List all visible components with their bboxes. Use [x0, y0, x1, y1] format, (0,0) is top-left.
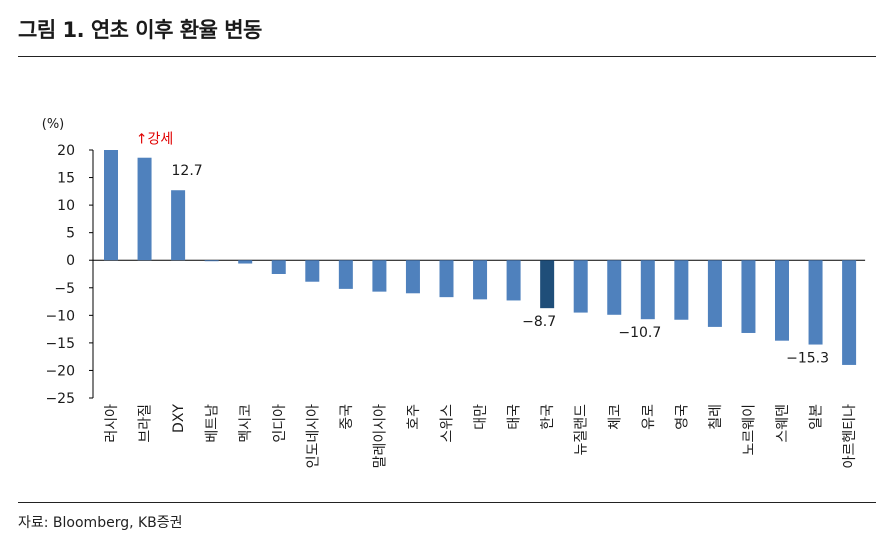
source-note: 자료: Bloomberg, KB증권	[18, 515, 183, 531]
category-label: 말레이시아	[372, 404, 388, 469]
y-tick-label: 10	[57, 198, 75, 214]
category-label: 체코	[607, 404, 623, 430]
category-label: 영국	[674, 404, 690, 430]
bar-16	[640, 260, 655, 320]
category-label: DXY	[171, 404, 187, 433]
strength-annotation: ↑강세	[136, 132, 174, 148]
category-label: 노르웨이	[741, 404, 757, 456]
category-label: 멕시코	[238, 404, 254, 443]
bar-5	[271, 260, 286, 274]
data-label: −15.3	[786, 351, 829, 367]
category-label: 칠레	[708, 404, 724, 430]
category-label: 중국	[339, 404, 355, 430]
bar-8	[372, 260, 387, 292]
y-tick-label: −10	[45, 308, 75, 324]
y-tick-label: −15	[45, 336, 75, 352]
y-tick-label: −20	[45, 363, 75, 379]
category-label: 태국	[507, 404, 523, 430]
category-label: 인도네시아	[305, 404, 321, 469]
bar-7	[338, 260, 353, 289]
category-label: 스웨덴	[775, 404, 791, 443]
bar-20	[775, 260, 789, 341]
y-tick-label: 5	[66, 226, 75, 242]
y-tick-label: 0	[66, 253, 75, 269]
data-label: −10.7	[618, 325, 661, 341]
bar-1	[137, 157, 152, 261]
title-divider	[18, 56, 876, 57]
bar-17	[674, 260, 689, 320]
bar-4	[238, 260, 253, 264]
bar-14	[573, 260, 588, 313]
data-labels: 12.7 −8.7 −10.7 −15.3 ↑강세	[136, 132, 829, 367]
bar-10	[439, 260, 454, 298]
category-label: 일본	[809, 404, 825, 430]
category-label: 인디아	[272, 404, 288, 443]
data-label: −8.7	[522, 314, 556, 330]
category-label: 브라질	[138, 404, 154, 443]
y-axis-unit-label: (%)	[42, 117, 65, 132]
bar-9	[405, 260, 420, 294]
category-label: 한국	[540, 404, 556, 430]
category-label: 대만	[473, 404, 489, 430]
bar-19	[741, 260, 756, 333]
category-label: 스위스	[440, 404, 456, 443]
y-tick-label: −25	[45, 391, 75, 407]
data-label: 12.7	[172, 163, 203, 179]
y-tick-label: 15	[57, 171, 75, 187]
bar-21	[808, 260, 823, 345]
bar-3	[204, 260, 219, 262]
bar-22	[842, 260, 857, 365]
y-tick-label: −5	[54, 281, 75, 297]
bar-12	[506, 260, 521, 301]
bars	[104, 150, 857, 365]
bar-11	[473, 260, 488, 300]
bar-2	[171, 190, 186, 261]
bar-18	[707, 260, 722, 327]
bar-6	[305, 260, 320, 282]
bar-13	[540, 260, 555, 309]
x-axis-labels: 러시아 브라질 DXY 베트남 멕시코 인디아 인도네시아 중국 말레이시아 호주 스위스 대만 태국 한…	[104, 404, 858, 469]
bar-0	[104, 150, 118, 261]
category-label: 유로	[641, 404, 657, 430]
y-tick-label: 20	[57, 143, 75, 159]
category-label: 러시아	[104, 404, 120, 443]
category-label: 베트남	[205, 404, 221, 443]
category-label: 아르헨티나	[842, 404, 858, 469]
bar-15	[607, 260, 622, 315]
page-title: 그림 1. 연초 이후 환율 변동	[18, 18, 262, 42]
footer-divider	[18, 502, 876, 503]
bar-chart: 20 15 10 5 0 −5 −10 −15 −20 −25 러시아 브라질 DXY 베트남 멕시코 인디…	[42, 117, 866, 469]
category-label: 뉴질랜드	[574, 404, 590, 456]
category-label: 호주	[406, 404, 422, 430]
